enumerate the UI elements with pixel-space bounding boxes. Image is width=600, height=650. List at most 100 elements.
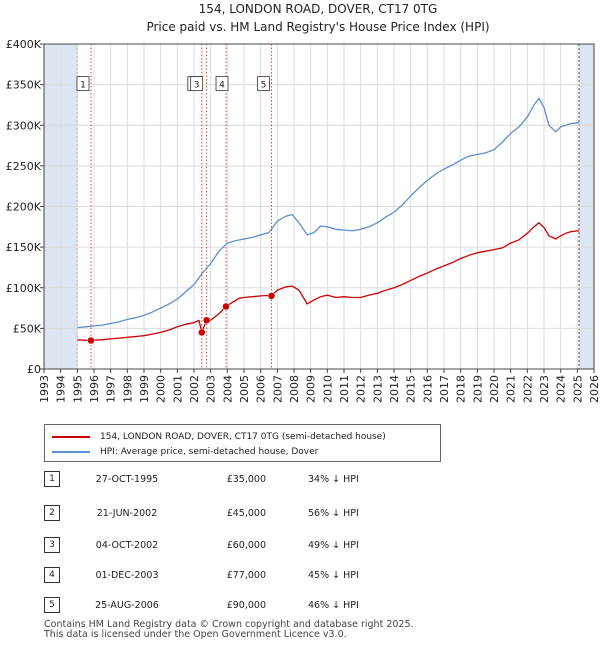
x-tick-label: 2016 bbox=[421, 375, 434, 403]
y-tick-label: £50K bbox=[13, 322, 42, 335]
axes: £0 £50K £100K £150K £200K £250K £300K £350K £400… bbox=[6, 38, 600, 403]
sale-marker-box bbox=[76, 76, 90, 92]
sale-hpi-diff: 46% ↓ HPI bbox=[308, 600, 359, 611]
sale-hpi-diff: 45% ↓ HPI bbox=[308, 570, 359, 581]
legend: 154, LONDON ROAD, DOVER, CT17 0TG (semi-… bbox=[44, 424, 441, 462]
x-tick-label: 2009 bbox=[305, 375, 318, 403]
x-tick-label: 2019 bbox=[471, 375, 484, 403]
x-tick-label: 2018 bbox=[455, 375, 468, 403]
x-tick-label: 2011 bbox=[338, 375, 351, 403]
sale-number: 3 bbox=[44, 537, 60, 553]
legend-property: 154, LONDON ROAD, DOVER, CT17 0TG (semi-… bbox=[52, 430, 386, 444]
sale-marker-box bbox=[190, 76, 204, 92]
sale-price: £77,000 bbox=[226, 570, 266, 581]
x-tick-label: 1993 bbox=[38, 375, 51, 403]
x-tick-label: 2024 bbox=[555, 375, 568, 403]
sale-marker-number: 4 bbox=[219, 81, 225, 91]
footer: Contains HM Land Registry data © Crown c… bbox=[44, 620, 414, 640]
sale-number: 1 bbox=[44, 471, 60, 487]
legend-property-swatch bbox=[52, 435, 90, 438]
sale-row: 1 27-OCT-1995 £35,000 34% ↓ HPI bbox=[44, 471, 564, 487]
sale-row: 2 21-JUN-2002 £45,000 56% ↓ HPI bbox=[44, 505, 564, 521]
x-tick-label: 2003 bbox=[205, 375, 218, 403]
x-tick-label: 2022 bbox=[521, 375, 534, 403]
x-tick-label: 2008 bbox=[288, 375, 301, 403]
x-tick-label: 2015 bbox=[405, 375, 418, 403]
x-tick-label: 2000 bbox=[155, 375, 168, 403]
x-tick-label: 2001 bbox=[171, 375, 184, 403]
sale-hpi-diff: 49% ↓ HPI bbox=[308, 540, 359, 551]
sale-price: £35,000 bbox=[226, 474, 266, 485]
legend-hpi-label: HPI: Average price, semi-detached house,… bbox=[100, 447, 319, 457]
y-tick-label: £350K bbox=[6, 79, 42, 92]
x-tick-label: 1994 bbox=[55, 375, 68, 403]
price-chart: 154, LONDON ROAD, DOVER, CT17 0TG Price … bbox=[6, 2, 600, 403]
sale-marker-box bbox=[215, 76, 229, 92]
x-tick-label: 1998 bbox=[121, 375, 134, 403]
sale-price: £45,000 bbox=[226, 508, 266, 519]
y-tick-label: £0 bbox=[27, 363, 41, 376]
x-tick-label: 2026 bbox=[588, 375, 600, 403]
x-tick-label: 1995 bbox=[71, 375, 84, 403]
y-tick-label: £300K bbox=[6, 119, 42, 132]
sale-point bbox=[87, 336, 95, 345]
y-tick-label: £200K bbox=[6, 201, 42, 214]
sale-marker-box bbox=[257, 76, 270, 92]
sale-date: 01-DEC-2003 bbox=[95, 570, 159, 581]
sale-marker-number: 1 bbox=[80, 81, 86, 91]
sale-hpi-diff: 56% ↓ HPI bbox=[308, 508, 359, 519]
legend-hpi: HPI: Average price, semi-detached house,… bbox=[52, 445, 318, 459]
hpi-series-line bbox=[77, 97, 579, 329]
legend-property-label: 154, LONDON ROAD, DOVER, CT17 0TG (semi-… bbox=[100, 432, 386, 442]
x-tick-label: 2002 bbox=[188, 375, 201, 403]
x-tick-label: 2017 bbox=[438, 375, 451, 403]
footer-copyright: Contains HM Land Registry data © Crown c… bbox=[44, 619, 414, 630]
x-tick-label: 2005 bbox=[238, 375, 251, 403]
sale-marker-number: 3 bbox=[194, 81, 200, 91]
y-tick-label: £100K bbox=[6, 282, 42, 295]
x-tick-label: 2004 bbox=[221, 375, 234, 403]
sale-point bbox=[267, 292, 276, 300]
x-tick-label: 2010 bbox=[321, 375, 334, 403]
x-tick-label: 2025 bbox=[571, 375, 584, 403]
sale-marker-number: 5 bbox=[261, 81, 267, 91]
sale-hpi-diff: 34% ↓ HPI bbox=[308, 474, 359, 485]
x-tick-label: 2014 bbox=[388, 375, 401, 403]
x-tick-label: 1997 bbox=[105, 375, 118, 403]
sale-date: 21-JUN-2002 bbox=[96, 508, 158, 519]
series-lines bbox=[77, 97, 579, 342]
sale-number: 5 bbox=[44, 597, 60, 613]
sale-date: 04-OCT-2002 bbox=[95, 540, 159, 551]
sale-price: £60,000 bbox=[226, 540, 266, 551]
sale-row: 5 25-AUG-2006 £90,000 46% ↓ HPI bbox=[44, 597, 564, 613]
sale-number: 4 bbox=[44, 567, 60, 583]
sale-marker-lines bbox=[90, 44, 272, 369]
chart-title-line1: 154, LONDON ROAD, DOVER, CT17 0TG bbox=[199, 2, 438, 16]
property-series-line bbox=[77, 222, 579, 342]
x-tick-label: 2012 bbox=[355, 375, 368, 403]
sale-date: 25-AUG-2006 bbox=[95, 600, 159, 611]
sale-row: 4 01-DEC-2003 £77,000 45% ↓ HPI bbox=[44, 567, 564, 583]
sale-point bbox=[202, 316, 211, 324]
sale-price: £90,000 bbox=[226, 600, 266, 611]
x-tick-label: 2007 bbox=[271, 375, 284, 403]
x-tick-label: 2020 bbox=[488, 375, 501, 403]
sale-point bbox=[222, 302, 230, 311]
x-tick-label: 2006 bbox=[255, 375, 268, 403]
sale-point bbox=[198, 328, 206, 337]
x-tick-label: 2021 bbox=[505, 375, 518, 403]
sale-marker-labels: 12345 bbox=[76, 76, 270, 92]
sale-row: 3 04-OCT-2002 £60,000 49% ↓ HPI bbox=[44, 537, 564, 553]
sale-number: 2 bbox=[44, 505, 60, 521]
footer-licence: This data is licensed under the Open Gov… bbox=[44, 629, 347, 640]
y-tick-label: £250K bbox=[6, 160, 42, 173]
chart-title-line2: Price paid vs. HM Land Registry's House … bbox=[146, 20, 489, 34]
sale-points bbox=[87, 292, 276, 345]
y-tick-label: £400K bbox=[6, 38, 42, 51]
x-tick-label: 2023 bbox=[538, 375, 551, 403]
x-tick-label: 1999 bbox=[138, 375, 151, 403]
legend-hpi-swatch bbox=[52, 450, 90, 453]
x-tick-label: 1996 bbox=[88, 375, 101, 403]
sale-date: 27-OCT-1995 bbox=[95, 474, 159, 485]
y-tick-label: £150K bbox=[6, 241, 42, 254]
